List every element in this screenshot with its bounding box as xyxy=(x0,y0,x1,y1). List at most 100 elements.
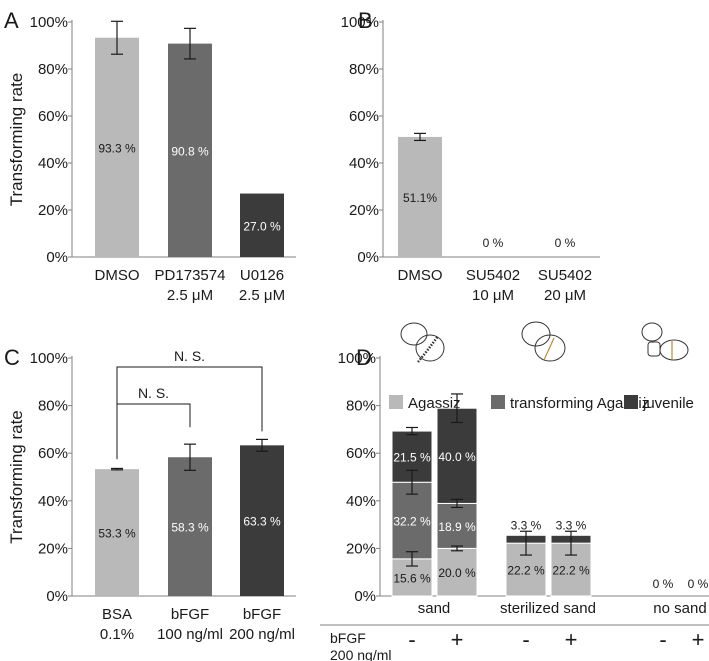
significance-label: N. S. xyxy=(174,348,205,364)
bar-value-label: 0 % xyxy=(555,236,576,250)
x-category-label: DMSO xyxy=(398,267,443,284)
y-tick-label: 100% xyxy=(30,350,68,367)
bar-segment xyxy=(391,558,433,597)
y-tick-label: 80% xyxy=(38,61,68,78)
segment-value-label: 18.9 % xyxy=(438,520,476,534)
y-tick-label: 100% xyxy=(341,14,379,31)
x-category-label: 20 μM xyxy=(544,287,586,304)
icon-shape xyxy=(400,322,428,346)
y-tick-label: 40% xyxy=(346,493,376,510)
bar-value-label: 0 % xyxy=(688,577,709,591)
x-category-label: 0.1% xyxy=(100,626,134,643)
panel-D: D0%20%40%60%80%100%Agassiz transforming A… xyxy=(320,321,709,661)
treatment-sign: - xyxy=(522,627,529,652)
treatment-sign: - xyxy=(659,627,666,652)
panel-A: A 0% 20% 40% 60% 80% 100% Transforming rate 93.3… xyxy=(4,8,296,304)
segment-value-label: 21.5 % xyxy=(393,451,431,465)
x-category-label: 10 μM xyxy=(472,287,514,304)
legend-swatch xyxy=(389,395,403,409)
legend-label: transforming Agassiz xyxy=(510,395,649,412)
icon-shape xyxy=(543,337,555,361)
x-category-label: 100 ng/ml xyxy=(157,626,223,643)
y-tick-label: 60% xyxy=(38,108,68,125)
y-tick-label: 60% xyxy=(349,108,379,125)
bar-segment xyxy=(436,547,478,597)
y-tick-label: 40% xyxy=(38,155,68,172)
bar xyxy=(168,43,212,258)
segment-value-label: 32.2 % xyxy=(393,515,431,529)
x-category-label: 200 ng/ml xyxy=(229,626,295,643)
bar-value-label: 93.3 % xyxy=(98,141,136,155)
segment-value-label: 15.6 % xyxy=(393,571,431,585)
bar-value-label: 0 % xyxy=(653,577,674,591)
bar xyxy=(168,457,212,596)
juvenile-icon xyxy=(641,322,689,361)
bar xyxy=(240,193,284,257)
bar-value-label: 3.3 % xyxy=(556,518,587,532)
group-label: no sand xyxy=(653,600,706,617)
x-category-label: bFGF xyxy=(171,606,209,623)
y-tick-label: 40% xyxy=(38,493,68,510)
bar-value-label: 58.3 % xyxy=(171,521,209,535)
y-tick-label: 0% xyxy=(357,249,379,266)
y-tick-label: 0% xyxy=(354,588,376,605)
bar xyxy=(398,136,442,257)
y-tick-label: 40% xyxy=(349,155,379,172)
y-tick-label: 20% xyxy=(38,540,68,557)
significance-label: N. S. xyxy=(138,385,169,401)
y-tick-label: 80% xyxy=(346,398,376,415)
y-tick-label: 100% xyxy=(338,350,376,367)
y-axis-label: Transforming rate xyxy=(7,410,26,544)
y-tick-label: 60% xyxy=(38,445,68,462)
icon-shape xyxy=(534,334,566,362)
y-tick-label: 20% xyxy=(346,540,376,557)
treatment-sign: + xyxy=(451,627,464,652)
bar xyxy=(240,445,284,596)
bar-value-label: 0 % xyxy=(483,236,504,250)
icon-shape xyxy=(641,322,663,342)
y-tick-label: 0% xyxy=(46,249,68,266)
x-category-label: bFGF xyxy=(243,606,281,623)
x-category-label: PD173574 xyxy=(155,267,226,284)
bar-value-label: 27.0 % xyxy=(243,219,281,233)
bar-value-label: 53.3 % xyxy=(98,527,136,541)
panel-B: B 0% 20% 40% 60% 80% 100% 51.1% DMSO 0 % SU5402 10 … xyxy=(341,8,600,304)
y-tick-label: 80% xyxy=(349,61,379,78)
y-tick-label: 60% xyxy=(346,445,376,462)
bar xyxy=(95,37,139,258)
bar-value-label: 3.3 % xyxy=(511,518,542,532)
group-label: sterilized sand xyxy=(500,600,596,617)
segment-value-label: 22.2 % xyxy=(552,564,590,578)
icon-shape xyxy=(659,339,689,361)
x-category-label: 2.5 μM xyxy=(167,287,213,304)
treatment-sign: + xyxy=(692,627,705,652)
x-category-label: SU5402 xyxy=(538,267,592,284)
y-tick-label: 20% xyxy=(349,202,379,219)
icon-shape xyxy=(647,341,661,357)
treatment-sign: - xyxy=(408,627,415,652)
segment-value-label: 22.2 % xyxy=(507,564,545,578)
panel-letter-D: D xyxy=(356,345,372,370)
icon-shape xyxy=(417,335,440,363)
treatment-sign: + xyxy=(565,627,578,652)
legend-swatch xyxy=(624,395,638,409)
segment-value-label: 20.0 % xyxy=(438,566,476,580)
panel-C: C 0% 20% 40% 60% 80% 100% Transforming rate 53.3… xyxy=(4,345,296,643)
group-label: sand xyxy=(418,600,451,617)
icon-shape xyxy=(415,334,445,362)
bar xyxy=(95,469,139,596)
x-category-label: 2.5 μM xyxy=(239,287,285,304)
legend-swatch xyxy=(491,395,505,409)
y-tick-label: 0% xyxy=(46,588,68,605)
y-tick-label: 100% xyxy=(30,14,68,31)
treatment-label: 200 ng/ml xyxy=(330,647,391,661)
panel-letter-B: B xyxy=(358,8,373,33)
y-axis-label: Transforming rate xyxy=(7,73,26,207)
bar-segment xyxy=(391,481,433,560)
bar-value-label: 51.1% xyxy=(403,191,437,205)
x-category-label: U0126 xyxy=(240,267,284,284)
icon-shape xyxy=(521,321,551,347)
treatment-label: bFGF xyxy=(330,630,366,646)
bar-value-label: 90.8 % xyxy=(171,144,209,158)
